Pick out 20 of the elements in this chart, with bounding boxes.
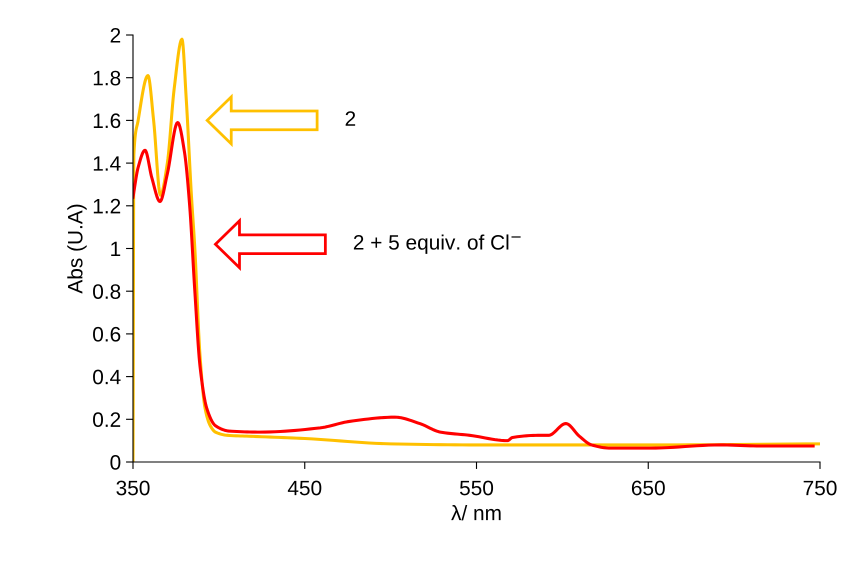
y-tick-label: 0.4 <box>93 370 121 384</box>
y-tick-label: 1.2 <box>94 198 120 214</box>
x-tick-label: 350 <box>116 480 150 496</box>
y-tick-label: 0.2 <box>93 412 120 428</box>
annotation: 2 + 5 equiv. of Cl$^{−}$ <box>354 234 521 254</box>
x-tick-label: 650 <box>632 480 665 496</box>
annotation: 2 <box>346 111 356 126</box>
y-tick-label: 1.4 <box>94 156 121 171</box>
y-tick-label: 1 <box>111 242 120 256</box>
y-tick-label: 0 <box>110 455 120 470</box>
y-tick-label: 1.6 <box>94 113 120 128</box>
x-tick-label: 550 <box>460 480 494 496</box>
x-tick-label: 750 <box>804 480 837 496</box>
y-tick-label: 1.8 <box>94 70 120 86</box>
y-tick-label: 0.6 <box>93 326 120 342</box>
x-axis-title: λ/ nm <box>451 505 501 520</box>
y-tick-label: 0.8 <box>93 284 120 299</box>
x-tick-label: 450 <box>288 480 322 496</box>
y-tick-label: 2 <box>110 28 120 43</box>
y-axis-title: Abs (U.A) <box>67 204 87 294</box>
